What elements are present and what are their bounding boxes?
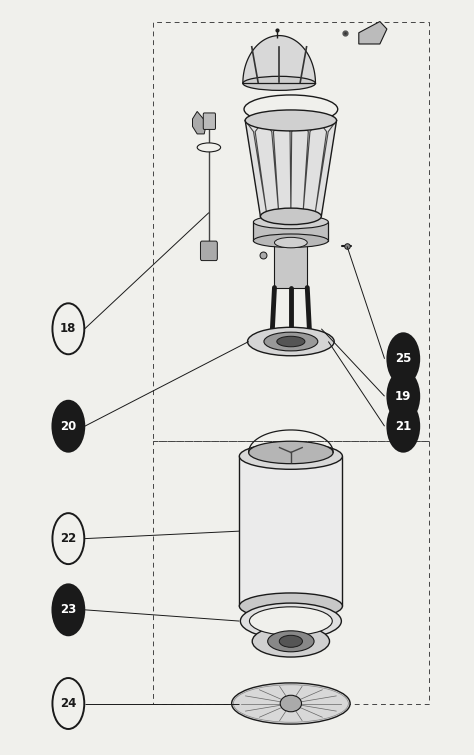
Ellipse shape — [279, 635, 302, 647]
Text: 19: 19 — [395, 390, 411, 402]
Text: 21: 21 — [395, 420, 411, 433]
Text: 24: 24 — [60, 697, 76, 710]
FancyBboxPatch shape — [201, 241, 217, 260]
Ellipse shape — [245, 110, 337, 131]
Ellipse shape — [254, 215, 328, 229]
Ellipse shape — [249, 441, 333, 464]
Ellipse shape — [239, 443, 342, 470]
Polygon shape — [245, 121, 337, 217]
Ellipse shape — [254, 234, 328, 248]
Text: 18: 18 — [60, 322, 76, 335]
Ellipse shape — [239, 593, 342, 619]
Polygon shape — [359, 21, 387, 44]
Bar — [239, 456, 342, 606]
FancyBboxPatch shape — [203, 113, 216, 129]
Circle shape — [387, 401, 419, 451]
Ellipse shape — [280, 695, 301, 712]
Circle shape — [53, 584, 84, 635]
Circle shape — [387, 333, 419, 384]
Bar — [153, 441, 429, 704]
Polygon shape — [192, 112, 207, 134]
Circle shape — [387, 371, 419, 422]
Bar — [254, 222, 328, 241]
Text: 20: 20 — [60, 420, 76, 433]
Ellipse shape — [197, 143, 220, 152]
Circle shape — [53, 513, 84, 564]
Ellipse shape — [244, 95, 337, 123]
Circle shape — [53, 401, 84, 451]
Bar — [153, 21, 429, 441]
Ellipse shape — [260, 208, 321, 225]
Ellipse shape — [252, 626, 329, 657]
Circle shape — [53, 678, 84, 729]
Ellipse shape — [268, 631, 314, 652]
Ellipse shape — [240, 603, 341, 639]
Ellipse shape — [249, 607, 332, 635]
Text: 23: 23 — [60, 603, 76, 616]
Ellipse shape — [277, 336, 305, 347]
Ellipse shape — [247, 327, 334, 356]
Circle shape — [53, 304, 84, 354]
Ellipse shape — [232, 683, 350, 724]
Ellipse shape — [243, 76, 316, 91]
Text: 25: 25 — [395, 353, 411, 365]
Text: 22: 22 — [60, 532, 76, 545]
Bar — [274, 242, 307, 288]
Ellipse shape — [264, 332, 318, 351]
Ellipse shape — [274, 237, 307, 248]
